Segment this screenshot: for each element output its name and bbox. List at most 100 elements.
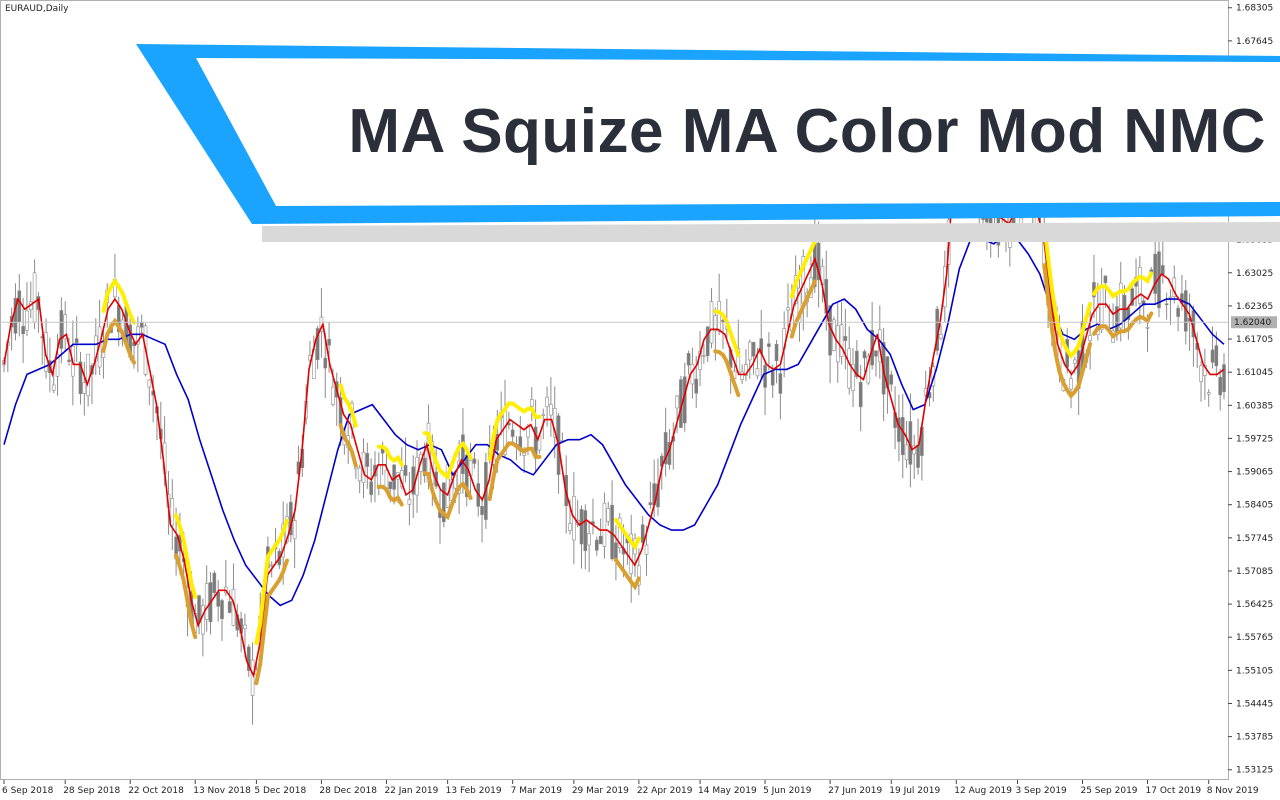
candle-body	[21, 325, 25, 335]
price-tick-label: 1.62365	[1236, 302, 1273, 312]
candle-body	[770, 371, 775, 386]
candle-body	[246, 646, 251, 671]
candle-body	[1153, 253, 1157, 294]
candle-body	[855, 350, 859, 378]
candle-body	[694, 378, 699, 394]
candle-body	[988, 211, 993, 235]
candle-body	[763, 365, 767, 388]
price-tick-label: 1.61045	[1236, 368, 1273, 378]
date-tick-label: 22 Oct 2018	[128, 786, 184, 796]
candle-body	[767, 343, 771, 347]
candle-body	[862, 351, 867, 359]
candle-body	[1141, 300, 1146, 306]
price-tick-label: 1.61705	[1236, 335, 1273, 345]
candle-body	[874, 350, 878, 357]
candle-body	[1168, 296, 1173, 299]
candle-body	[816, 242, 821, 281]
plot-frame	[0, 0, 1229, 780]
price-tick-label: 1.54445	[1236, 699, 1273, 709]
candle-body	[568, 523, 572, 531]
candle-body	[992, 184, 997, 207]
signal-upper	[613, 517, 641, 551]
candle-body	[510, 429, 515, 437]
candle-body	[747, 341, 752, 361]
signal-upper	[101, 277, 136, 325]
candle-body	[702, 355, 706, 357]
candle-body	[82, 382, 87, 394]
signal-lower	[174, 553, 198, 639]
candle-body	[594, 539, 599, 551]
candle-body	[227, 601, 232, 613]
candle-body	[25, 310, 29, 331]
candle-body	[250, 659, 255, 696]
date-tick-label: 22 Apr 2019	[637, 786, 693, 796]
price-tick-label: 1.53125	[1236, 766, 1273, 776]
candle-body	[778, 373, 783, 394]
candle-body	[78, 361, 83, 395]
candle-body	[243, 624, 247, 630]
candle-body	[900, 417, 905, 456]
date-tick-label: 28 Dec 2018	[319, 786, 377, 796]
date-tick-label: 14 May 2019	[698, 786, 757, 796]
candle-body	[675, 395, 679, 409]
candle-body	[407, 499, 412, 505]
candle-body	[843, 336, 848, 341]
candle-body	[686, 353, 691, 366]
candle-body	[529, 399, 534, 407]
candle-body	[1145, 326, 1150, 329]
candle-body	[220, 600, 224, 620]
candle-body	[1138, 266, 1142, 304]
date-tick-label: 8 Nov 2019	[1207, 786, 1259, 796]
date-tick-label: 22 Jan 2019	[384, 786, 438, 796]
date-tick-label: 19 Jul 2019	[889, 786, 940, 796]
signal-lower	[613, 557, 641, 591]
date-tick-label: 5 Jun 2019	[763, 786, 812, 796]
current-price-box	[1231, 316, 1277, 329]
candle-body	[136, 326, 140, 345]
candle-body	[403, 465, 408, 476]
price-tick-label: 1.65005	[1236, 169, 1273, 179]
candle-body	[292, 520, 297, 540]
candle-body	[365, 453, 370, 467]
date-tick-label: 27 Jun 2019	[828, 786, 882, 796]
candle-body	[713, 315, 718, 332]
candle-body	[369, 481, 373, 495]
candle-body	[74, 338, 79, 343]
candle-body	[461, 434, 465, 474]
candle-body	[480, 506, 484, 515]
candle-body	[705, 326, 710, 356]
date-tick-label: 12 Aug 2019	[954, 786, 1012, 796]
candle-body	[1206, 392, 1211, 395]
candle-body	[598, 535, 603, 545]
candle-body	[583, 510, 588, 551]
candle-body	[1176, 307, 1180, 317]
date-tick-label: 6 Sep 2018	[2, 786, 54, 796]
candle-body	[786, 307, 790, 311]
candle-body	[197, 595, 201, 623]
signal-upper	[1092, 271, 1154, 300]
candle-body	[1214, 345, 1219, 367]
price-tick-label: 1.59725	[1236, 434, 1273, 444]
candle-body	[59, 310, 64, 349]
candle-body	[63, 314, 67, 340]
candle-body	[1122, 295, 1127, 322]
price-tick-label: 1.60385	[1236, 401, 1273, 411]
candle-body	[541, 414, 546, 416]
candle-body	[1099, 287, 1104, 331]
candle-body	[67, 359, 71, 362]
signal-upper	[376, 444, 404, 467]
candle-body	[579, 509, 584, 545]
candle-body	[1103, 275, 1108, 284]
signal-upper	[422, 431, 473, 481]
candle-body	[839, 324, 844, 357]
candle-body	[457, 460, 461, 494]
signal-upper	[254, 518, 289, 646]
signal-lower	[713, 349, 741, 398]
candle-body	[962, 107, 966, 112]
price-tick-label: 1.55105	[1236, 666, 1273, 676]
candle-body	[331, 386, 335, 405]
candle-body	[1000, 200, 1004, 217]
candle-body	[1222, 364, 1226, 392]
